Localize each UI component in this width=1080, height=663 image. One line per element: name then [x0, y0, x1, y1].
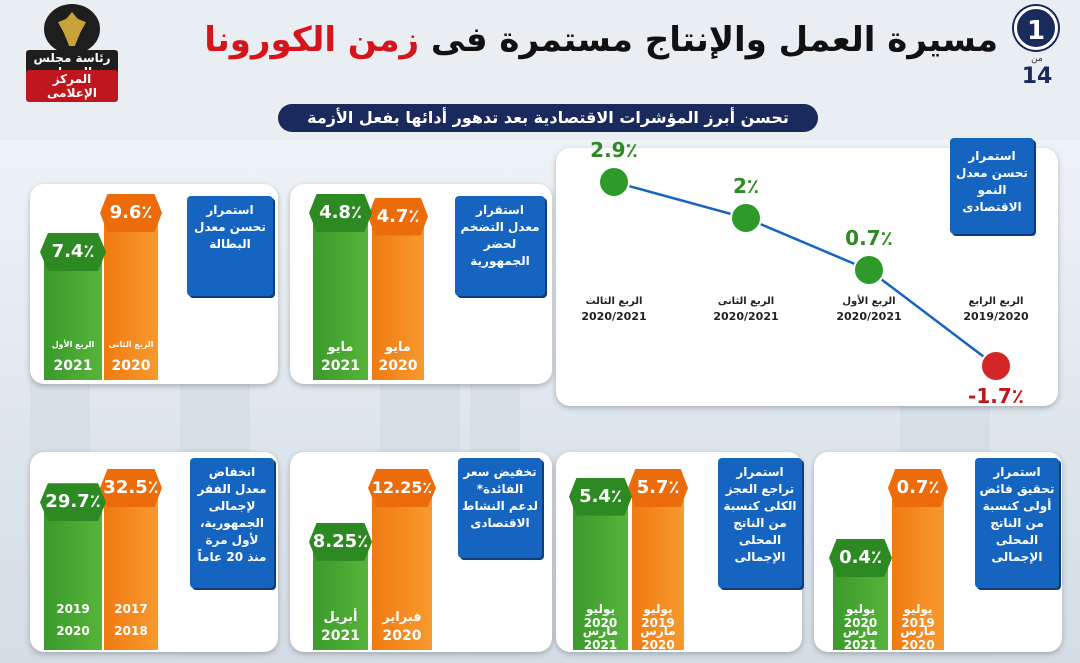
- page-of: من: [1031, 54, 1043, 64]
- bar-year-label: 2021: [321, 358, 360, 374]
- bar-period-label: الربع الأول: [51, 340, 95, 349]
- bar-value-label: 4.7٪: [368, 197, 428, 236]
- bar-period-top: يوليو 2020: [583, 602, 618, 630]
- indicator-label: استمرار تحسن معدل البطالة: [187, 196, 273, 296]
- subtitle-banner: تحسن أبرز المؤشرات الاقتصادية بعد تدهور …: [278, 104, 818, 132]
- bar-value-label: 12.25٪: [368, 469, 436, 507]
- growth-value-label: 2٪: [732, 174, 760, 198]
- bar-period-bottom: 2018: [114, 624, 148, 638]
- quarter-name: الربع الثانى: [717, 296, 775, 307]
- growth-value-label: -1.7٪: [968, 384, 1024, 408]
- bar-period-top: يوليو 2020: [843, 602, 878, 630]
- quarter-year: 2020/2021: [581, 310, 647, 323]
- bar-value-label: 8.25٪: [309, 522, 372, 561]
- page-number: 1: [1014, 6, 1058, 50]
- quarter-year: 2019/2020: [963, 310, 1029, 323]
- quarter-name: الربع الثالث: [585, 296, 643, 307]
- bar-green: [44, 499, 102, 650]
- bar-year-label: 2020: [378, 358, 418, 374]
- growth-line-chart: [598, 166, 1012, 382]
- indicator-label: استقرار معدل التضخم لحضر الجمهورية: [455, 196, 545, 296]
- bar-period-bottom: 2020: [56, 624, 90, 638]
- bar-year-label: 2021: [321, 628, 360, 644]
- bar-period-top: يوليو 2019: [901, 602, 935, 630]
- bar-value-label: 4.8٪: [309, 194, 372, 232]
- page-title: مسيرة العمل والإنتاج مستمرة فى زمن الكور…: [204, 20, 998, 60]
- growth-series-line: [613, 180, 997, 367]
- quarter-name: الربع الرابع: [968, 296, 1024, 307]
- bar-value-label: 9.6٪: [100, 194, 162, 232]
- title-main: مسيرة العمل والإنتاج مستمرة فى: [430, 20, 998, 60]
- bar-period-label: فبراير: [382, 610, 422, 625]
- indicator-label: تخفيض سعر الفائدة* لدعم النشاط الاقتصادى: [458, 458, 542, 558]
- growth-quarter-label: الربع الرابع 2019/2020: [951, 294, 1041, 325]
- bar-orange: [372, 485, 432, 650]
- bar-period-top: يوليو 2019: [641, 602, 675, 630]
- growth-quarter-label: الربع الأول 2020/2021: [824, 294, 914, 325]
- quarter-name: الربع الأول: [842, 296, 896, 307]
- bar-green: [313, 210, 368, 380]
- bar-period-label: مايو: [385, 340, 411, 355]
- growth-point: [598, 166, 630, 198]
- bar-period-top: 2019: [56, 602, 90, 616]
- page-total: 14: [1021, 64, 1053, 89]
- bar-period-label: أبريل: [323, 610, 358, 625]
- growth-value-label: 2.9٪: [590, 138, 638, 162]
- growth-point: [980, 350, 1012, 382]
- indicator-label: استمرار تراجع العجز الكلى كنسبة من النات…: [718, 458, 802, 588]
- growth-quarter-label: الربع الثانى 2020/2021: [701, 294, 791, 325]
- growth-label: استمرار تحسن معدل النمو الاقتصادى: [950, 138, 1034, 234]
- bar-period-bottom: مارس 2020: [900, 624, 936, 652]
- bar-period-top: 2017: [114, 602, 148, 616]
- bar-value-label: 5.7٪: [628, 469, 688, 507]
- bar-value-label: 29.7٪: [40, 483, 106, 522]
- growth-quarter-label: الربع الثالث 2020/2021: [569, 294, 659, 325]
- quarter-year: 2020/2021: [836, 310, 902, 323]
- growth-point: [853, 254, 885, 286]
- bar-green: [573, 493, 628, 650]
- logo-line2: المركز الإعلامى: [26, 70, 118, 102]
- bar-orange: [632, 485, 684, 650]
- page-badge: 1 من 14: [1014, 6, 1060, 102]
- bar-orange: [104, 210, 158, 380]
- bar-orange: [104, 485, 158, 650]
- title-highlight: زمن الكورونا: [204, 20, 420, 60]
- cabinet-logo: رئاسة مجلس الوزراء المركز الإعلامى: [22, 4, 122, 102]
- bar-period-label: مايو: [327, 340, 354, 355]
- bar-period-bottom: مارس 2021: [842, 624, 879, 652]
- bar-orange: [892, 485, 944, 650]
- bar-year-label: 2020: [382, 628, 422, 644]
- bar-value-label: 32.5٪: [100, 469, 162, 507]
- bar-period-bottom: مارس 2021: [582, 624, 619, 652]
- quarter-year: 2020/2021: [713, 310, 779, 323]
- indicator-label: انخفاض معدل الفقر لإجمالى الجمهورية، لأو…: [190, 458, 274, 588]
- bar-value-label: 0.7٪: [888, 469, 948, 507]
- bar-value-label: 7.4٪: [40, 232, 106, 271]
- bar-orange: [372, 213, 424, 380]
- growth-point: [730, 202, 762, 234]
- bar-year-label: 2020: [111, 358, 151, 374]
- indicator-label: استمرار تحقيق فائض أولى كنسبة من الناتج …: [975, 458, 1059, 588]
- bar-year-label: 2021: [53, 358, 93, 374]
- bar-value-label: 5.4٪: [569, 477, 632, 516]
- bar-period-bottom: مارس 2020: [640, 624, 676, 652]
- bar-value-label: 0.4٪: [829, 539, 892, 577]
- bar-period-label: الربع الثانى: [108, 340, 154, 349]
- growth-value-label: 0.7٪: [845, 226, 893, 250]
